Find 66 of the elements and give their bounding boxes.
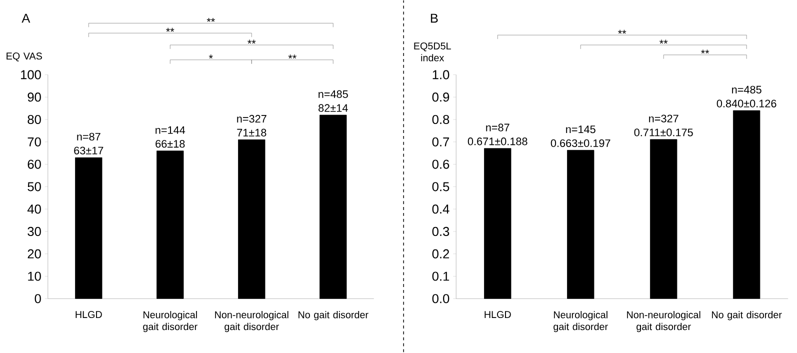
- y-tick-label: 30: [28, 227, 41, 236]
- y-axis-title: EQ5D5L index: [414, 42, 451, 62]
- text: **: [288, 54, 296, 59]
- data-label: 82±14: [318, 104, 348, 112]
- data-label: 71±18: [237, 129, 266, 137]
- text: **: [618, 30, 626, 34]
- y-tick-label: 0.9: [432, 92, 450, 102]
- data-label: 66±18: [156, 140, 185, 148]
- x-tick-label: No gait disorder: [298, 311, 368, 320]
- text: **: [166, 28, 174, 32]
- y-tick-label: 80: [28, 115, 41, 124]
- data-label: 0.840±0.126: [716, 100, 776, 108]
- text: **: [701, 50, 710, 54]
- y-tick-label: 0.6: [432, 160, 450, 170]
- y-axis-title: EQ VAS: [6, 52, 42, 62]
- bar: [238, 140, 266, 300]
- y-tick-label: 0.5: [432, 182, 450, 192]
- y-tick-label: 0.2: [432, 250, 450, 259]
- chart-title: B: [430, 14, 438, 23]
- annotation: n=87: [77, 133, 100, 141]
- y-tick-label: 60: [28, 160, 41, 170]
- bar: [484, 148, 512, 300]
- data-label: 63±17: [74, 146, 104, 155]
- x-tick-label: HLGD: [484, 311, 511, 318]
- bar: [733, 110, 760, 300]
- y-tick-label: 0: [34, 294, 41, 304]
- annotation: n=327: [649, 114, 678, 123]
- text: **: [248, 40, 256, 44]
- annotation: n=145: [566, 126, 596, 134]
- x-tick-label: Neurological gait disorder: [143, 311, 198, 332]
- y-tick-label: 100: [21, 70, 41, 80]
- x-tick-label: No gait disorder: [712, 311, 782, 320]
- x-tick-label: HLGD: [76, 311, 102, 318]
- y-tick-label: 40: [27, 204, 41, 214]
- annotation: n=327: [237, 115, 266, 123]
- bar: [320, 115, 347, 300]
- annotation: n=144: [156, 126, 186, 134]
- bar: [567, 150, 594, 300]
- y-tick-label: 0.3: [432, 227, 450, 236]
- bar: [156, 150, 184, 300]
- y-tick-label: 10: [28, 272, 41, 282]
- y-tick-label: 1.0: [432, 70, 450, 80]
- x-tick-label: Non-neurological gait disorder: [215, 311, 288, 332]
- y-tick-label: 0.1: [432, 272, 450, 282]
- y-tick-label: 70: [28, 138, 41, 147]
- y-tick-label: 0.0: [432, 294, 450, 304]
- data-label: 0.711±0.175: [634, 128, 693, 136]
- data-label: 0.663±0.197: [550, 140, 610, 148]
- x-tick-label: Neurological gait disorder: [554, 311, 608, 332]
- annotation: n=485: [732, 86, 762, 94]
- bar: [75, 158, 102, 300]
- text: **: [206, 18, 215, 22]
- data-label: 0.671±0.188: [468, 138, 528, 146]
- y-tick-label: 90: [28, 92, 41, 102]
- y-tick-label: 0.4: [432, 204, 450, 214]
- y-tick-label: 0.8: [432, 115, 450, 124]
- bar: [650, 139, 678, 300]
- annotation: n=87: [486, 124, 510, 132]
- text: *: [208, 54, 213, 59]
- annotation: n=485: [318, 90, 348, 98]
- x-tick-label: Non-neurological gait disorder: [627, 311, 700, 332]
- y-tick-label: 50: [28, 182, 41, 192]
- chart-title: A: [22, 14, 30, 23]
- y-tick-label: 20: [28, 250, 41, 259]
- y-tick-label: 0.7: [432, 138, 450, 147]
- text: **: [660, 40, 668, 44]
